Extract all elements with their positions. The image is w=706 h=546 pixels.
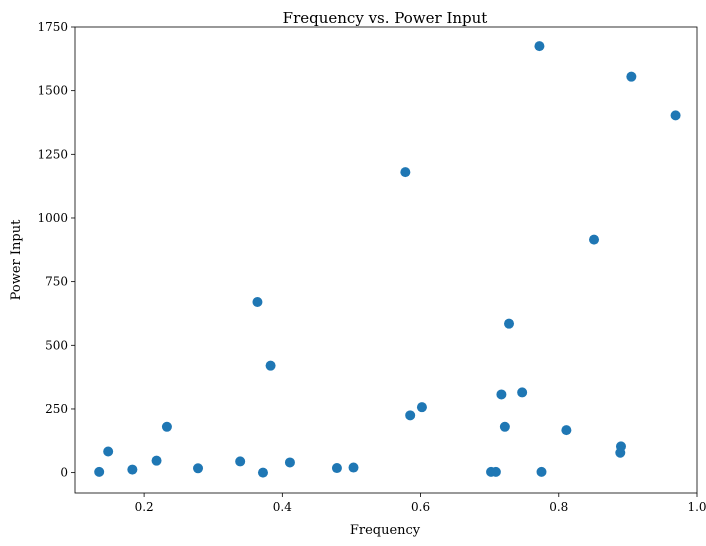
chart-title: Frequency vs. Power Input	[283, 9, 488, 27]
data-point	[670, 110, 681, 121]
data-point	[103, 446, 114, 457]
data-point	[284, 457, 295, 468]
data-point	[348, 462, 359, 473]
data-point	[561, 425, 572, 436]
data-point	[504, 318, 515, 329]
data-point	[589, 234, 600, 245]
data-point	[534, 41, 545, 52]
data-point	[331, 463, 342, 474]
plot-frame	[74, 26, 698, 494]
data-point	[615, 441, 626, 452]
data-point	[161, 421, 172, 432]
data-points	[94, 41, 681, 478]
data-point	[257, 467, 268, 478]
x-axis-title: Frequency	[350, 523, 421, 538]
x-tick-label: 1.0	[687, 500, 706, 514]
y-tick-label: 1750	[37, 20, 68, 34]
data-point	[405, 410, 416, 421]
data-point	[193, 463, 204, 474]
y-axis: 0 250 500 750 1000 1250 1500 1750	[37, 20, 75, 480]
y-axis-title: Power Input	[9, 219, 24, 300]
data-point	[252, 297, 263, 308]
data-point	[235, 456, 246, 467]
x-tick-label: 0.2	[135, 500, 154, 514]
data-point	[416, 402, 427, 413]
y-tick-label: 1500	[37, 84, 68, 98]
x-axis: 0.2 0.4 0.6 0.8 1.0	[135, 493, 706, 514]
data-point	[265, 360, 276, 371]
y-tick-label: 1000	[37, 211, 68, 225]
data-point	[127, 464, 138, 475]
data-point	[151, 455, 162, 466]
data-point	[517, 387, 528, 398]
data-point	[490, 466, 501, 477]
data-point	[626, 71, 637, 82]
y-tick-label: 250	[45, 402, 68, 416]
data-point	[94, 466, 105, 477]
y-tick-label: 750	[45, 275, 68, 289]
data-point	[496, 389, 507, 400]
data-point	[536, 466, 547, 477]
data-point	[499, 421, 510, 432]
y-tick-label: 1250	[37, 147, 68, 161]
x-tick-label: 0.8	[549, 500, 568, 514]
y-tick-label: 500	[45, 338, 68, 352]
x-tick-label: 0.4	[273, 500, 292, 514]
data-point	[400, 167, 411, 178]
x-tick-label: 0.6	[411, 500, 430, 514]
y-tick-label: 0	[60, 466, 68, 480]
